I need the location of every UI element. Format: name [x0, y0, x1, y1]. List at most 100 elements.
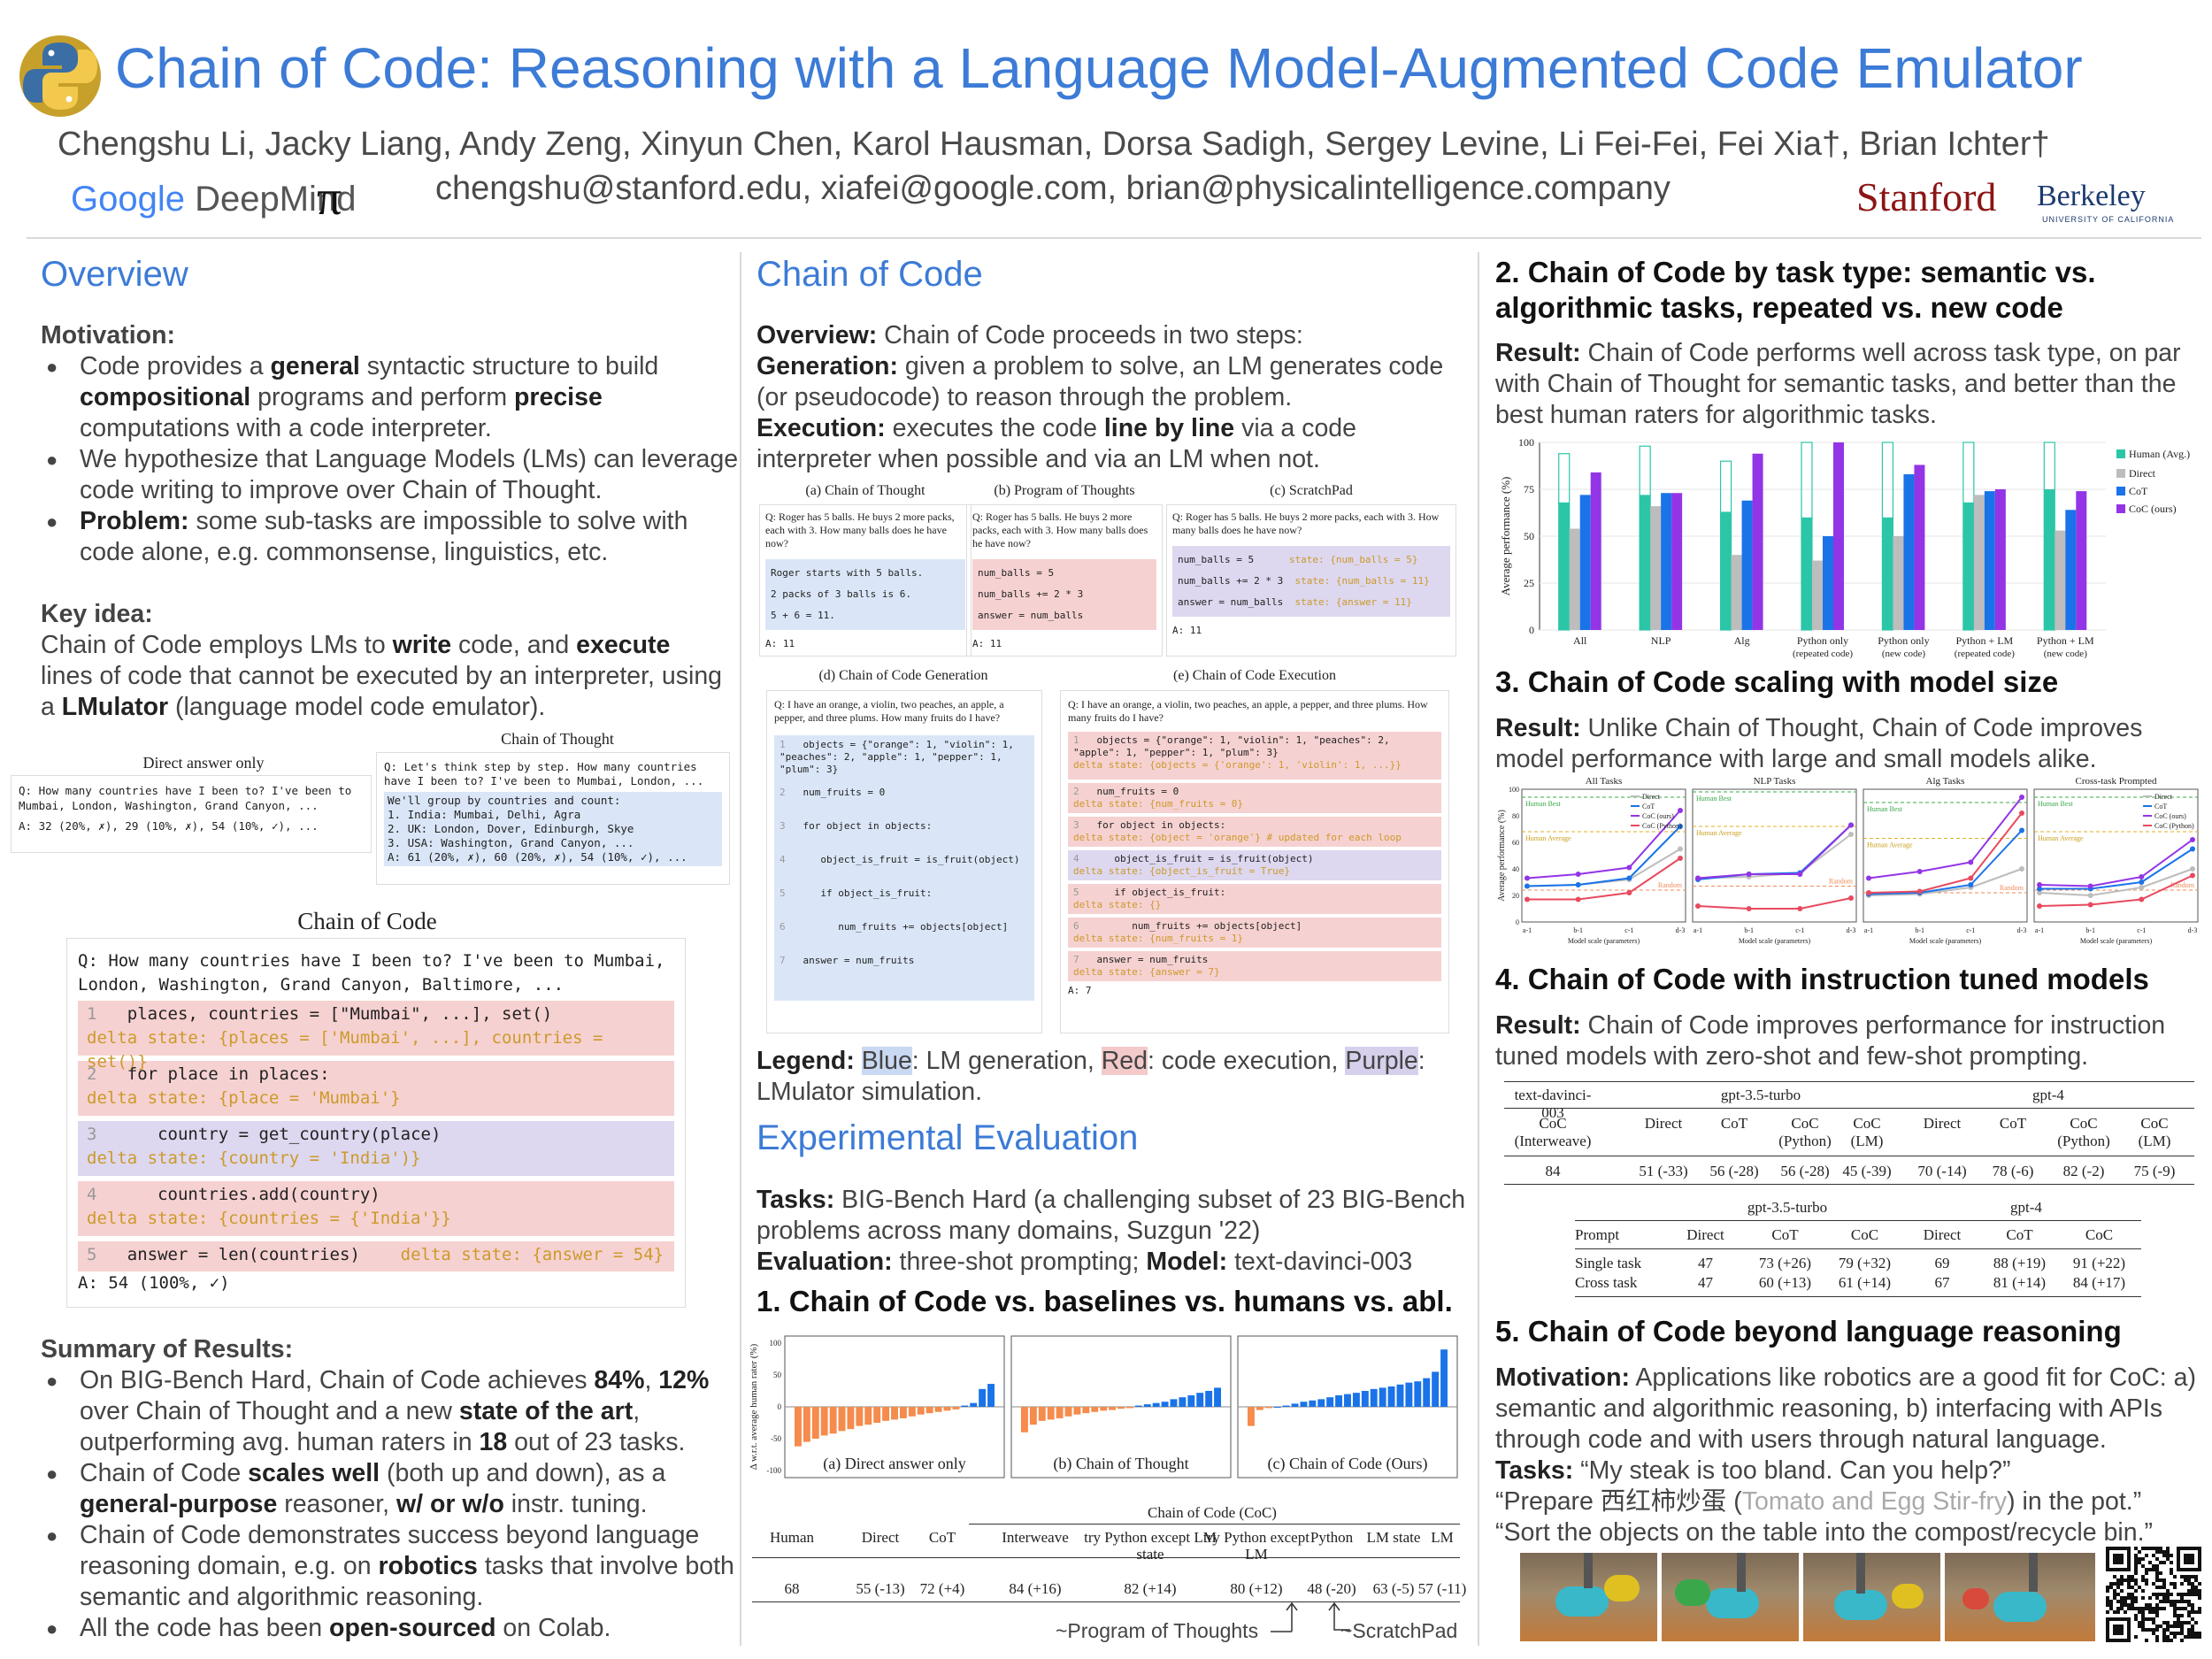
qr-module — [2148, 1610, 2152, 1614]
y-tick-label: 60 — [1512, 839, 1519, 847]
qr-module — [2141, 1617, 2145, 1621]
tableA-header-cell: CoC (LM) — [1850, 1115, 1884, 1149]
panel-label: (a) Direct answer only — [823, 1455, 965, 1473]
delta-bar — [979, 1388, 987, 1407]
summary-block: Summary of Results: On BIG-Bench Hard, C… — [41, 1334, 740, 1644]
data-point — [1678, 846, 1683, 852]
panel-a-title: (a) Chain of Thought — [805, 483, 926, 498]
qr-module — [2152, 1607, 2155, 1610]
bar — [2055, 530, 2066, 630]
x-tick-label: c-1 — [1966, 926, 1975, 934]
qr-module — [2180, 1596, 2184, 1600]
qr-module — [2155, 1635, 2159, 1639]
panel-title: NLP Tasks — [1754, 776, 1796, 787]
qr-module — [2152, 1617, 2155, 1621]
data-point — [1968, 875, 1974, 881]
qr-finder — [2113, 1554, 2124, 1564]
data-point — [1575, 896, 1581, 902]
human-best-label: Human Best — [1525, 800, 1562, 808]
data-point — [2190, 872, 2195, 879]
column-divider-2 — [1478, 252, 1479, 1646]
qr-module — [2170, 1632, 2173, 1635]
tableB-value-cell: 84 (+17) — [2072, 1274, 2126, 1291]
qr-module — [2162, 1550, 2166, 1554]
delta-bar — [1064, 1407, 1072, 1417]
qr-module — [2145, 1582, 2148, 1586]
tableB-header-cell: CoC — [2085, 1226, 2114, 1243]
tableA-top-rule — [1504, 1081, 2194, 1082]
delta-bar — [1309, 1400, 1317, 1407]
qr-module — [2134, 1582, 2138, 1586]
qr-module — [2159, 1586, 2162, 1589]
qr-module — [2120, 1589, 2124, 1593]
qr-module — [2145, 1628, 2148, 1632]
qr-module — [2148, 1603, 2152, 1607]
experimental-setup: Tasks: BIG-Bench Hard (a challenging sub… — [757, 1185, 1473, 1278]
series-line — [2039, 839, 2193, 887]
qr-module — [2184, 1635, 2187, 1639]
panel-title: All Tasks — [1586, 776, 1623, 787]
legend-label: CoC (Python) — [1642, 822, 1682, 830]
tableA-header-cell: Direct — [1923, 1115, 1962, 1132]
tasks-line: Tasks: BIG-Bench Hard (a challenging sub… — [757, 1186, 1466, 1245]
random-label: Random — [2170, 881, 2195, 889]
qr-module — [2120, 1600, 2124, 1603]
bar — [1579, 495, 1591, 630]
qr-module — [2106, 1603, 2109, 1607]
y-axis-label: Average performance (%) — [1499, 477, 1512, 596]
cot-reasoning: We'll group by countries and count: 1. I… — [384, 792, 722, 866]
data-point — [1525, 883, 1530, 889]
bar — [2076, 491, 2087, 630]
qr-module — [2166, 1557, 2170, 1561]
tasks-5-line-1: Tasks: “My steak is too bland. Can you h… — [1495, 1456, 2011, 1485]
qr-module — [2166, 1621, 2170, 1624]
series-line — [1527, 857, 1681, 901]
qr-module — [2187, 1575, 2191, 1578]
qr-module — [2155, 1586, 2159, 1589]
data-point — [1746, 906, 1752, 911]
y-tick-label: -50 — [771, 1434, 781, 1443]
qr-module — [2166, 1554, 2170, 1557]
qr-module — [2166, 1547, 2170, 1550]
qr-module — [2177, 1617, 2180, 1621]
bar — [1661, 493, 1672, 630]
delta-bar — [908, 1407, 916, 1417]
qr-module — [2152, 1621, 2155, 1624]
y-axis-label: Average performance (%) — [1497, 810, 1507, 902]
delta-bar — [1187, 1395, 1195, 1407]
tableB-bottom-rule — [1575, 1296, 2141, 1297]
panel-e-box: Q: I have an orange, a violin, two peach… — [1060, 690, 1449, 1033]
qr-module — [2162, 1596, 2166, 1600]
bar — [1558, 502, 1570, 630]
qr-module — [2152, 1610, 2155, 1614]
qr-module — [2198, 1610, 2201, 1614]
qr-module — [2141, 1614, 2145, 1617]
qr-code[interactable] — [2106, 1547, 2201, 1642]
panel-a-question: Q: Roger has 5 balls. He buys 2 more pac… — [765, 511, 955, 549]
ablation-header-cell: Python — [1310, 1529, 1354, 1546]
qr-module — [2131, 1596, 2134, 1600]
qr-module — [2116, 1593, 2120, 1596]
data-point — [2087, 893, 2093, 898]
qr-module — [2120, 1607, 2124, 1610]
tableA-value-cell: 45 (-39) — [1842, 1163, 1892, 1179]
qr-module — [2162, 1586, 2166, 1589]
bar — [1650, 506, 1662, 630]
pot-note: ~Program of Thoughts — [1056, 1619, 1259, 1642]
qr-module — [2155, 1557, 2159, 1561]
qr-module — [2131, 1603, 2134, 1607]
qr-module — [2145, 1639, 2148, 1642]
qr-module — [2180, 1607, 2184, 1610]
data-point — [1968, 859, 1974, 865]
qr-module — [2191, 1632, 2194, 1635]
x-tick-label: c-1 — [1624, 926, 1633, 934]
cot-panel-title: Chain of Thought — [501, 730, 614, 748]
qr-module — [2191, 1586, 2194, 1589]
motivation-bullet: We hypothesize that Language Models (LMs… — [41, 444, 740, 506]
qr-module — [2180, 1614, 2184, 1617]
qr-module — [2155, 1550, 2159, 1554]
delta-bar — [838, 1407, 846, 1432]
qr-module — [2155, 1593, 2159, 1596]
series-line — [1868, 812, 2023, 894]
delta-bar — [1038, 1407, 1046, 1421]
